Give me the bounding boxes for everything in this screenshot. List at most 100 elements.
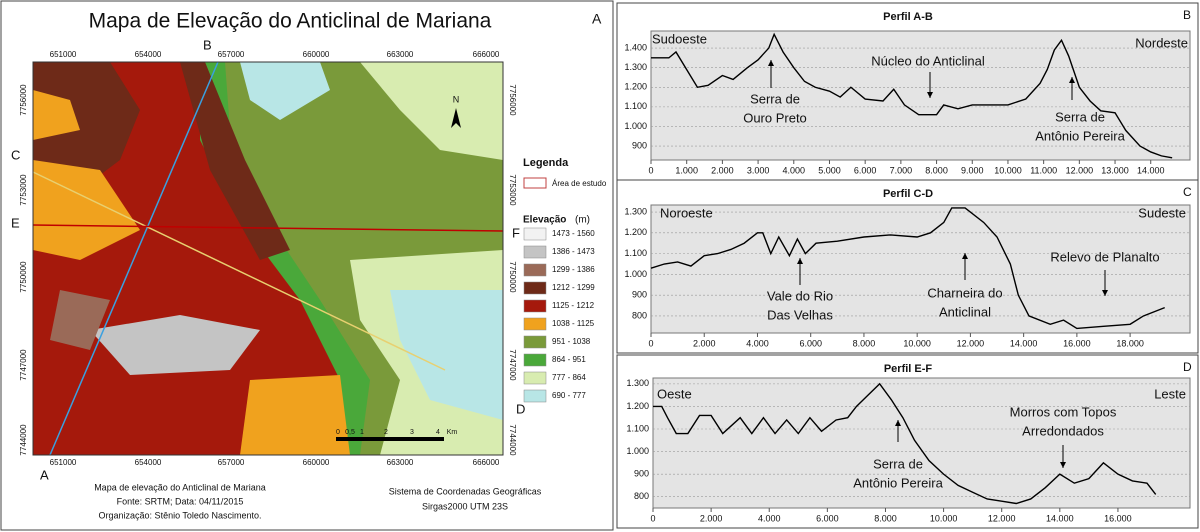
x-tick-label: 8.000 [853, 338, 876, 348]
legend-label: 1212 - 1299 [552, 283, 595, 292]
annotation: Relevo de Planalto [1050, 249, 1159, 264]
y-tick-label: 800 [634, 491, 649, 501]
x-tick-label: 14.000 [1010, 338, 1038, 348]
annotation: Serra de [873, 456, 923, 471]
y-tick-label: 1.300 [624, 62, 647, 72]
direction-label: Nordeste [1135, 35, 1188, 50]
legend-swatch [523, 245, 547, 259]
plot-area [652, 377, 1191, 509]
arrow-head [768, 60, 774, 66]
scale-label: 3 [410, 429, 414, 436]
profile-title: Perfil C-D [883, 188, 933, 200]
terrain [33, 90, 80, 140]
terrain [90, 315, 260, 375]
x-tick-label: 5.000 [818, 165, 841, 175]
annotation: Antônio Pereira [1035, 128, 1125, 143]
map-frame [32, 61, 504, 456]
arrow-head [1102, 290, 1108, 296]
map-x-tick: 657000 [218, 458, 245, 467]
profile-line [653, 382, 1157, 505]
map-y-tick: 7750000 [508, 261, 517, 293]
x-tick-label: 4.000 [746, 338, 769, 348]
x-tick-label: 16.000 [1063, 338, 1091, 348]
x-tick-label: 9.000 [961, 165, 984, 175]
arrow-head [962, 253, 968, 259]
direction-label: Leste [1154, 386, 1186, 401]
annotation: Núcleo do Anticlinal [871, 53, 985, 68]
map-y-tick: 7750000 [19, 261, 28, 293]
footer-text: Mapa de elevação do Anticlinal de Marian… [94, 482, 266, 492]
terrain [180, 62, 290, 260]
map-y-tick: 7756000 [19, 84, 28, 116]
x-tick-label: 2.000 [693, 338, 716, 348]
x-tick-label: 10.000 [994, 165, 1022, 175]
x-tick-label: 12.000 [1066, 165, 1094, 175]
annotation: Ouro Preto [743, 110, 807, 125]
map-y-tick: 7747000 [508, 349, 517, 381]
profile-title: Perfil E-F [884, 363, 933, 375]
terrain [33, 62, 140, 190]
footer-text: Fonte: SRTM; Data: 04/11/2015 [117, 496, 244, 506]
map-x-tick: 660000 [303, 50, 330, 59]
footer-text: Organização: Stênio Toledo Nascimento. [99, 510, 262, 520]
terrain [360, 62, 503, 160]
profile-end: B [203, 37, 212, 52]
scale-label: 2 [384, 429, 388, 436]
plot-area [650, 30, 1191, 161]
panel-letter: D [1183, 360, 1192, 374]
annotation: Antônio Pereira [853, 475, 943, 490]
north-label: N [453, 94, 460, 104]
x-tick-label: 2.000 [711, 165, 734, 175]
y-tick-label: 1.000 [624, 269, 647, 279]
map-panel: Mapa de Elevação do Anticlinal de Marian… [0, 0, 614, 531]
x-tick-label: 6.000 [799, 338, 822, 348]
x-tick-label: 13.000 [1101, 165, 1129, 175]
map-x-tick: 651000 [50, 458, 77, 467]
legend-label: 1386 - 1473 [552, 247, 595, 256]
arrow-head [927, 92, 933, 98]
y-tick-label: 1.200 [624, 227, 647, 237]
terrain [50, 290, 110, 350]
map-y-tick: 7744000 [508, 424, 517, 456]
legend-swatch [523, 263, 547, 277]
profile-title: Perfil A-B [883, 11, 933, 23]
legend-swatch [523, 227, 547, 241]
legend-label: 864 - 951 [552, 355, 586, 364]
map-x-tick: 651000 [50, 50, 77, 59]
map-y-tick: 7744000 [19, 424, 28, 456]
legend-label: 951 - 1038 [552, 337, 591, 346]
map-x-tick: 654000 [135, 458, 162, 467]
legend-swatch [523, 299, 547, 313]
panel-letter: A [592, 11, 602, 27]
terrain [240, 62, 330, 120]
legend-label: 1473 - 1560 [552, 229, 595, 238]
legend-swatch [523, 353, 547, 367]
y-tick-label: 900 [632, 290, 647, 300]
legend-label: 1038 - 1125 [552, 319, 595, 328]
y-tick-label: 1.000 [624, 121, 647, 131]
profile-end: F [512, 225, 520, 240]
scale-label: 4 [436, 429, 440, 436]
arrow-head [895, 420, 901, 426]
panel-letter: B [1183, 8, 1191, 22]
y-tick-label: 1.200 [626, 401, 649, 411]
profile-line [650, 207, 1165, 330]
map-x-tick: 657000 [218, 50, 245, 59]
legend-label: 690 - 777 [552, 391, 586, 400]
x-tick-label: 7.000 [890, 165, 913, 175]
y-tick-label: 1.200 [624, 82, 647, 92]
x-tick-label: 4.000 [783, 165, 806, 175]
scale-label: Km [447, 429, 458, 436]
map-x-tick: 666000 [473, 458, 500, 467]
annotation: Das Velhas [767, 307, 833, 322]
x-tick-label: 18.000 [1116, 338, 1144, 348]
map-y-tick: 7753000 [19, 174, 28, 206]
panel-letter: C [1183, 185, 1192, 199]
map-x-tick: 663000 [387, 458, 414, 467]
y-tick-label: 900 [632, 140, 647, 150]
map-y-tick: 7753000 [508, 174, 517, 206]
profile-end: D [516, 401, 525, 416]
legend-subtitle: Elevação [523, 215, 566, 226]
x-tick-label: 0 [650, 513, 655, 523]
x-tick-label: 0 [648, 338, 653, 348]
